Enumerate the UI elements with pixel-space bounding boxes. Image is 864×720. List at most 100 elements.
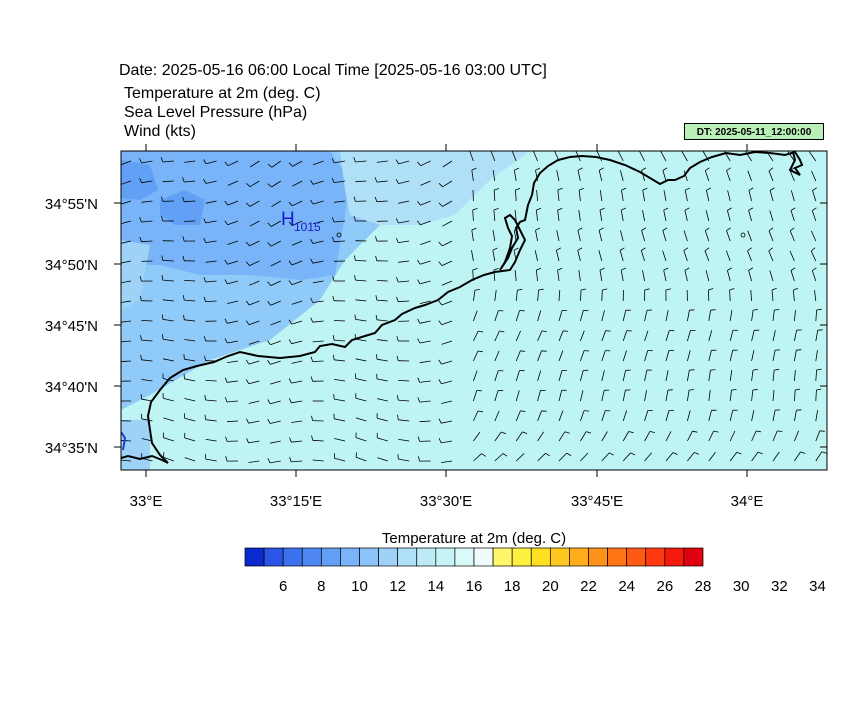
west-edge-coast: [121, 431, 127, 451]
wind-barb: [598, 250, 603, 262]
wind-barb: [811, 170, 817, 182]
wind-barb-feather: [246, 418, 249, 424]
wind-barb-feather: [375, 255, 378, 261]
wind-barb: [601, 370, 605, 382]
wind-barb: [141, 379, 153, 382]
wind-barb-feather: [139, 276, 142, 282]
wind-barb: [442, 200, 453, 207]
plot-frame: [120, 150, 828, 471]
wind-barb: [184, 398, 196, 402]
wind-barb-feather: [662, 167, 668, 171]
wind-barb-feather: [768, 167, 774, 172]
wind-barb: [291, 240, 303, 246]
wind-barb: [292, 200, 303, 207]
wind-barb-feather: [354, 275, 356, 281]
wind-barb: [751, 350, 755, 362]
wind-barb: [601, 390, 605, 402]
wind-barb: [558, 452, 567, 462]
wind-barb-feather: [374, 196, 378, 202]
wind-barb: [227, 340, 239, 344]
wind-barb-feather: [246, 202, 251, 207]
wind-barb: [141, 240, 153, 243]
wind-barb-feather: [118, 298, 120, 303]
wind-barb-feather: [492, 247, 498, 251]
wind-barb: [494, 350, 500, 362]
wind-barb: [472, 209, 474, 222]
wind-barb-feather: [706, 187, 711, 191]
wind-barb: [441, 360, 453, 365]
wind-barb: [683, 250, 688, 262]
wind-barb: [376, 319, 388, 322]
wind-barb: [751, 410, 755, 422]
wind-barb: [494, 390, 499, 402]
pressure-center-east: [740, 232, 746, 238]
wind-barb-feather: [353, 157, 356, 163]
wind-barb: [493, 189, 496, 202]
wind-barb-feather: [810, 247, 816, 252]
colorbar-cell: [359, 547, 379, 567]
wind-barb: [662, 250, 667, 262]
wind-barb: [398, 419, 410, 422]
wind-barb: [442, 160, 453, 168]
wind-barb: [556, 170, 560, 182]
field-temperature: Temperature at 2m (deg. C): [124, 85, 321, 102]
wind-barb: [184, 358, 196, 362]
wind-barb-feather: [267, 359, 271, 365]
wind-barb: [355, 279, 367, 282]
wind-barb: [141, 320, 153, 322]
wind-barbs: [118, 151, 827, 464]
wind-barb-feather: [472, 268, 478, 271]
wind-barb-feather: [119, 416, 120, 421]
wind-barb-feather: [793, 287, 799, 291]
wind-barb: [515, 350, 521, 362]
wind-barb: [687, 431, 693, 442]
wind-barb: [184, 417, 196, 422]
wind-barb: [577, 170, 581, 182]
wind-barb: [684, 190, 688, 202]
wind-barb: [121, 300, 132, 303]
wind-barb: [269, 460, 281, 464]
wind-barb-feather: [267, 281, 272, 286]
wind-barb: [227, 320, 239, 324]
colorbar-cell: [645, 547, 666, 567]
wind-barb: [748, 210, 752, 222]
wind-barb: [558, 330, 564, 342]
wind-barb: [420, 180, 431, 186]
wind-barb-feather: [641, 167, 647, 171]
wind-barb-feather: [245, 241, 250, 247]
wind-barb: [312, 340, 324, 343]
wind-barb-feather: [499, 330, 505, 333]
wind-barb: [334, 180, 346, 183]
wind-barb: [271, 180, 282, 188]
wind-barb: [708, 390, 711, 402]
wind-barb: [639, 151, 645, 162]
wind-barb-feather: [289, 437, 292, 443]
wind-barb: [312, 240, 324, 244]
wind-barb-feather: [491, 151, 492, 152]
wind-barb: [513, 230, 517, 242]
wind-barb: [121, 160, 132, 166]
wind-barb: [184, 378, 196, 382]
wind-barb-feather: [417, 161, 422, 166]
wind-barb-feather: [513, 247, 519, 251]
wind-barb: [227, 180, 239, 186]
wind-barb: [442, 220, 453, 227]
wind-barb: [312, 439, 324, 442]
wind-barb: [333, 220, 346, 223]
wind-barb: [248, 360, 260, 365]
wind-barb: [577, 230, 581, 242]
wind-barb: [751, 370, 754, 382]
wind-barb-feather: [438, 418, 442, 424]
wind-barb: [642, 210, 645, 222]
wind-barb: [469, 151, 474, 162]
wind-barb-feather: [478, 330, 484, 333]
wind-barb-feather: [641, 247, 646, 251]
colorbar-title: Temperature at 2m (deg. C): [382, 530, 566, 547]
wind-barb: [660, 151, 667, 162]
wind-barb: [619, 250, 624, 262]
wind-barb: [269, 440, 281, 444]
wind-barb: [794, 369, 796, 382]
wind-barb: [705, 210, 710, 222]
wind-barb: [578, 190, 581, 202]
wind-barb-feather: [683, 247, 689, 251]
